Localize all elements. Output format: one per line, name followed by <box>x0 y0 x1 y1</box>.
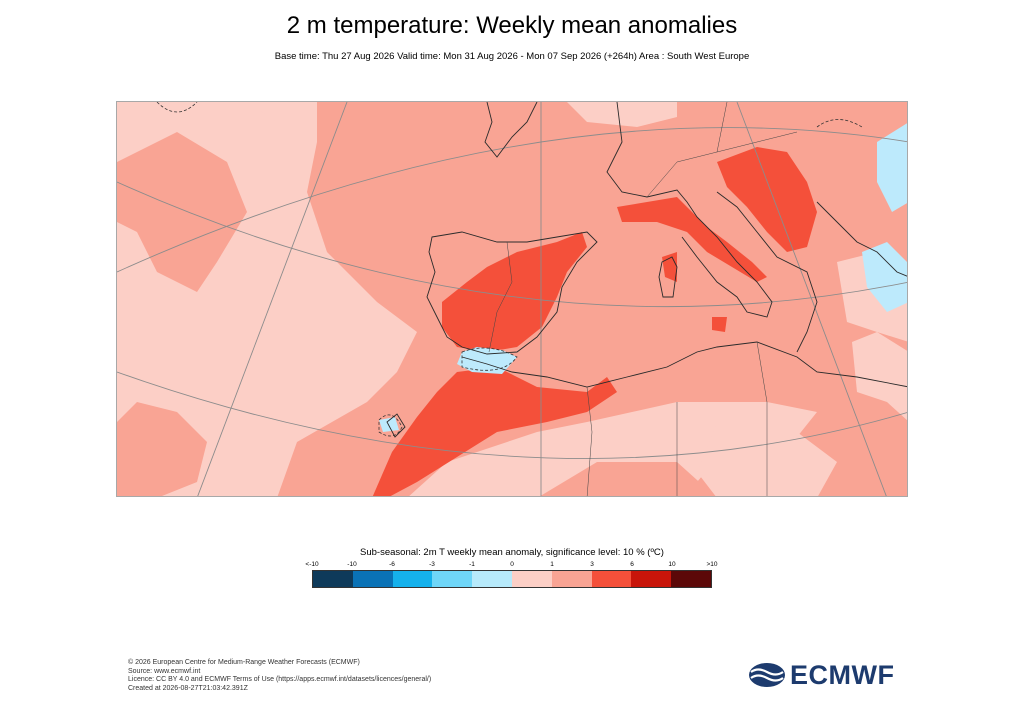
footer-copyright: © 2026 European Centre for Medium-Range … <box>128 659 360 666</box>
legend-swatch <box>472 571 512 587</box>
legend-tick-label: 10 <box>668 561 676 568</box>
country-borders <box>488 102 798 496</box>
legend-colorbar <box>312 570 712 588</box>
legend-tick-label: -3 <box>429 561 435 568</box>
footer-licence: Licence: CC BY 4.0 and ECMWF Terms of Us… <box>128 676 432 684</box>
page-title: 2 m temperature: Weekly mean anomalies <box>286 12 738 39</box>
legend-swatch <box>392 571 433 587</box>
graticule <box>117 102 907 496</box>
legend-tick-label: -6 <box>389 561 395 568</box>
ecmwf-emblem-icon <box>749 663 785 687</box>
ecmwf-logo-text: ECMWF <box>790 659 895 690</box>
ecmwf-logo: ECMWF <box>748 660 894 690</box>
legend-ticks: <-10 -10 -6 -3 -1 0 1 3 6 10 >10 <box>305 561 717 571</box>
legend-swatch <box>313 571 353 587</box>
footer-created: Created at 2026-08-27T21:03:42.391Z <box>128 685 248 693</box>
legend-swatch <box>591 571 632 587</box>
legend-tick-label: 0 <box>510 561 514 568</box>
legend-swatch <box>352 571 393 587</box>
footer-credits: © 2026 European Centre for Medium-Range … <box>128 659 431 694</box>
anomaly-map <box>116 101 908 497</box>
legend-tick-label: 6 <box>630 561 634 568</box>
page-subtitle: Base time: Thu 27 Aug 2026 Valid time: M… <box>274 51 750 62</box>
legend-swatch <box>671 571 711 587</box>
footer-source: Source: www.ecmwf.int <box>128 667 201 675</box>
coastlines <box>386 102 907 438</box>
strong-anomaly-areas <box>372 147 817 496</box>
legend-tick-label: <-10 <box>305 561 319 568</box>
legend-tick-label: 1 <box>550 561 554 568</box>
legend-title: Sub-seasonal: 2m T weekly mean anomaly, … <box>360 547 664 558</box>
cool-anomaly-patches <box>379 123 907 432</box>
legend-tick-label: -10 <box>347 561 357 568</box>
map-svg <box>117 102 907 496</box>
legend-swatch <box>551 571 592 587</box>
legend-tick-label: 3 <box>590 561 594 568</box>
legend-swatch <box>432 571 473 587</box>
legend-swatch <box>631 571 672 587</box>
legend-tick-label: >10 <box>706 561 718 568</box>
legend-swatch <box>511 571 552 587</box>
significance-contours <box>156 102 863 437</box>
legend-tick-label: -1 <box>469 561 475 568</box>
